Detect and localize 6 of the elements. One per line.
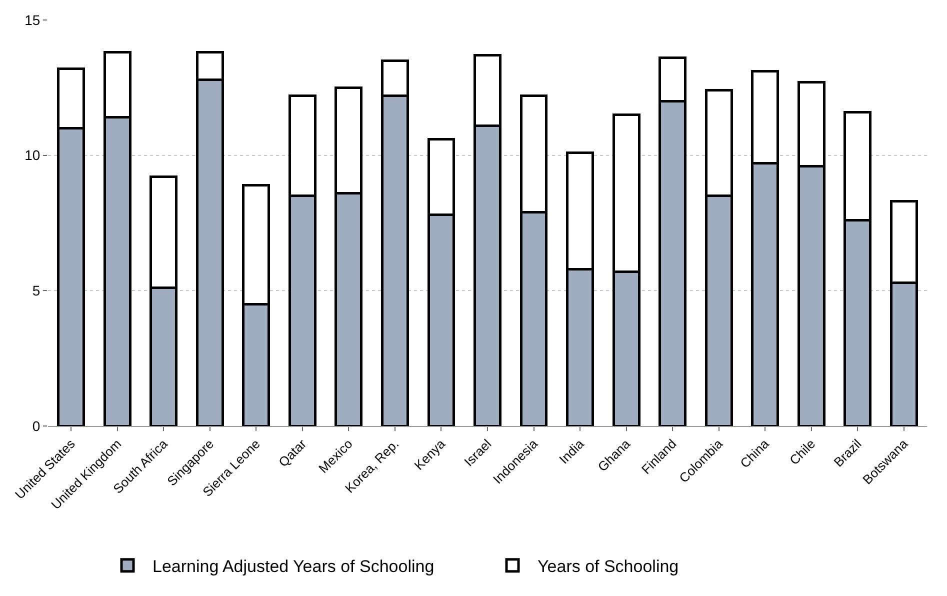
- legend-label: Years of Schooling: [538, 556, 679, 576]
- y-tick-label: 10: [24, 147, 40, 164]
- y-tick-label: 0: [32, 418, 40, 434]
- legend-label: Learning Adjusted Years of Schooling: [152, 556, 434, 576]
- y-tick-label: 15: [24, 12, 40, 28]
- y-tick-label: 5: [32, 282, 40, 299]
